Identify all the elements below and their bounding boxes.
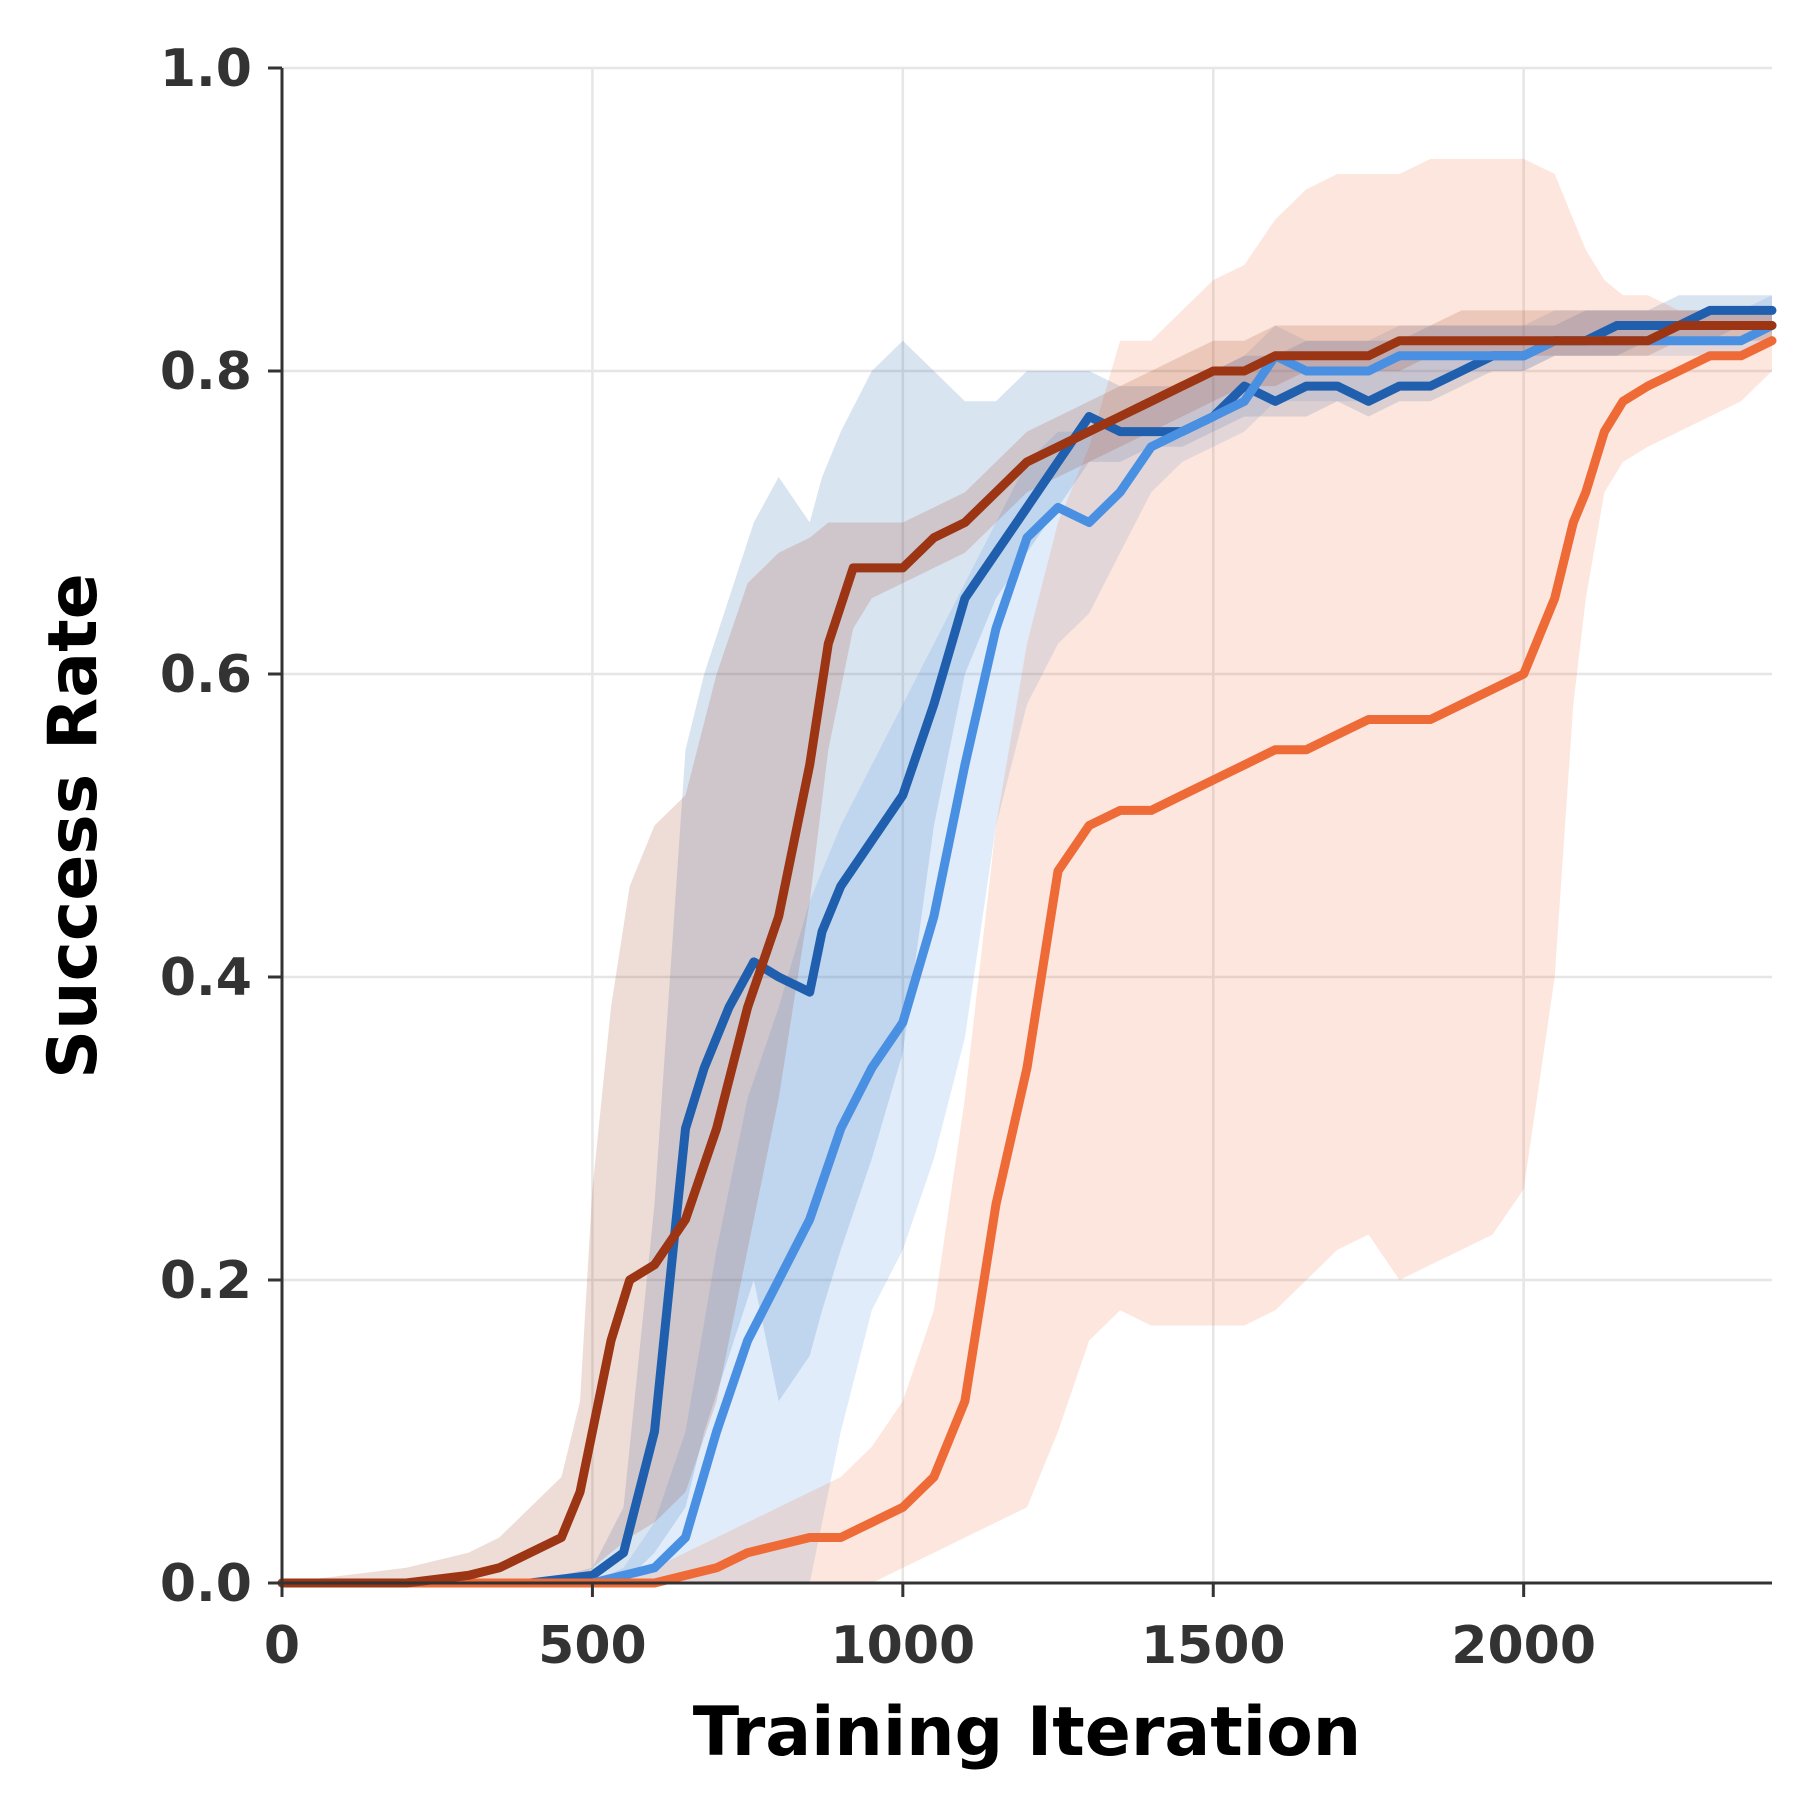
confidence-bands <box>282 158 1772 1583</box>
x-tick-label: 1000 <box>830 1616 975 1676</box>
y-axis-title: Success Rate <box>34 573 113 1079</box>
series-3-band <box>282 158 1772 1583</box>
y-tick-label: 0.6 <box>160 645 252 705</box>
ticks: 0.0 0.2 0.4 0.6 0.8 1.0 0 500 1000 1500 2000 <box>160 39 1596 1676</box>
y-tick-label: 0.0 <box>160 1554 252 1614</box>
x-tick-label: 500 <box>538 1616 647 1676</box>
series-4-line <box>277 321 1777 1588</box>
x-tick-label: 1500 <box>1141 1616 1286 1676</box>
y-tick-label: 0.8 <box>160 342 252 402</box>
series-2-band <box>282 295 1772 1583</box>
x-tick-label: 0 <box>264 1616 300 1676</box>
y-tick-label: 1.0 <box>160 39 252 99</box>
y-tick-label: 0.2 <box>160 1251 252 1311</box>
x-axis-title: Training Iteration <box>693 1693 1361 1772</box>
series-3-line <box>277 336 1777 1588</box>
x-tick-label: 2000 <box>1451 1616 1596 1676</box>
y-tick-label: 0.4 <box>160 948 252 1008</box>
series-lines <box>277 305 1777 1588</box>
